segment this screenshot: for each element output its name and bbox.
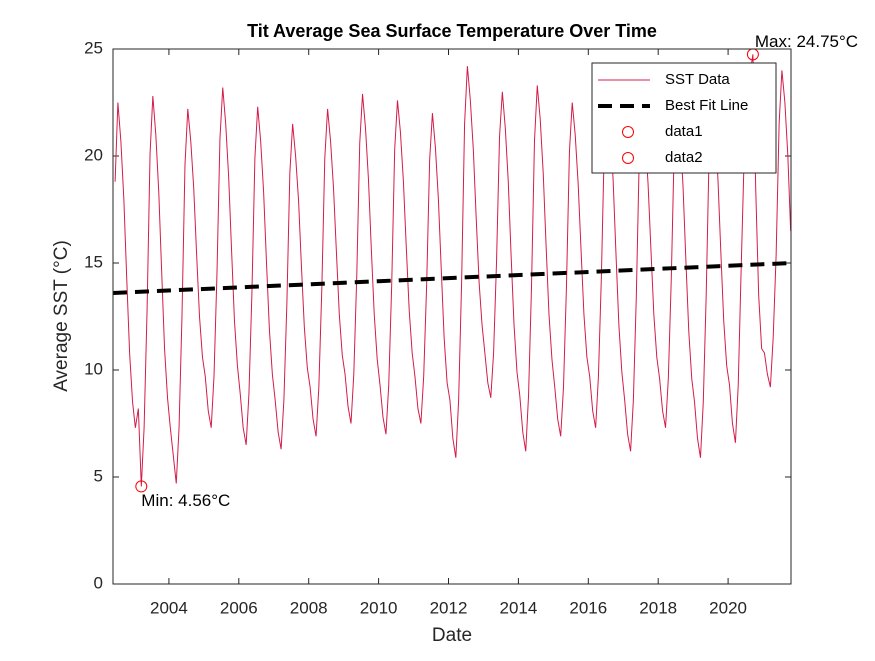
legend-label: data1 — [665, 123, 703, 140]
x-tick-label: 2016 — [569, 598, 607, 617]
annotation: Min: 4.56°C — [141, 491, 230, 510]
x-tick-label: 2014 — [499, 598, 537, 617]
legend-box — [591, 62, 777, 174]
x-tick-label: 2006 — [220, 598, 258, 617]
chart-title: Tit Average Sea Surface Temperature Over… — [247, 21, 657, 41]
legend-label: SST Data — [665, 71, 730, 88]
y-tick-label: 20 — [84, 145, 103, 164]
y-tick-label: 15 — [84, 252, 103, 271]
legend-swatch — [622, 152, 634, 164]
x-tick-label: 2004 — [150, 598, 188, 617]
series-line — [112, 261, 792, 295]
y-tick-label: 5 — [94, 466, 103, 485]
x-tick-label: 2010 — [360, 598, 398, 617]
legend-label: Best Fit Line — [665, 97, 748, 114]
y-tick-label: 25 — [84, 38, 103, 57]
y-tick-label: 10 — [84, 359, 103, 378]
y-axis-label: Average SST (°C) — [51, 240, 72, 392]
annotation: Max: 24.75°C — [755, 32, 858, 51]
legend-swatch — [622, 126, 634, 138]
marker — [135, 480, 148, 493]
x-tick-label: 2018 — [639, 598, 677, 617]
x-axis-label: Date — [432, 625, 472, 646]
axes-box — [112, 48, 792, 585]
x-tick-label: 2012 — [430, 598, 468, 617]
x-tick-label: 2008 — [290, 598, 328, 617]
x-tick-label: 2020 — [709, 598, 747, 617]
y-tick-label: 0 — [94, 573, 103, 592]
legend-label: data2 — [665, 149, 703, 166]
